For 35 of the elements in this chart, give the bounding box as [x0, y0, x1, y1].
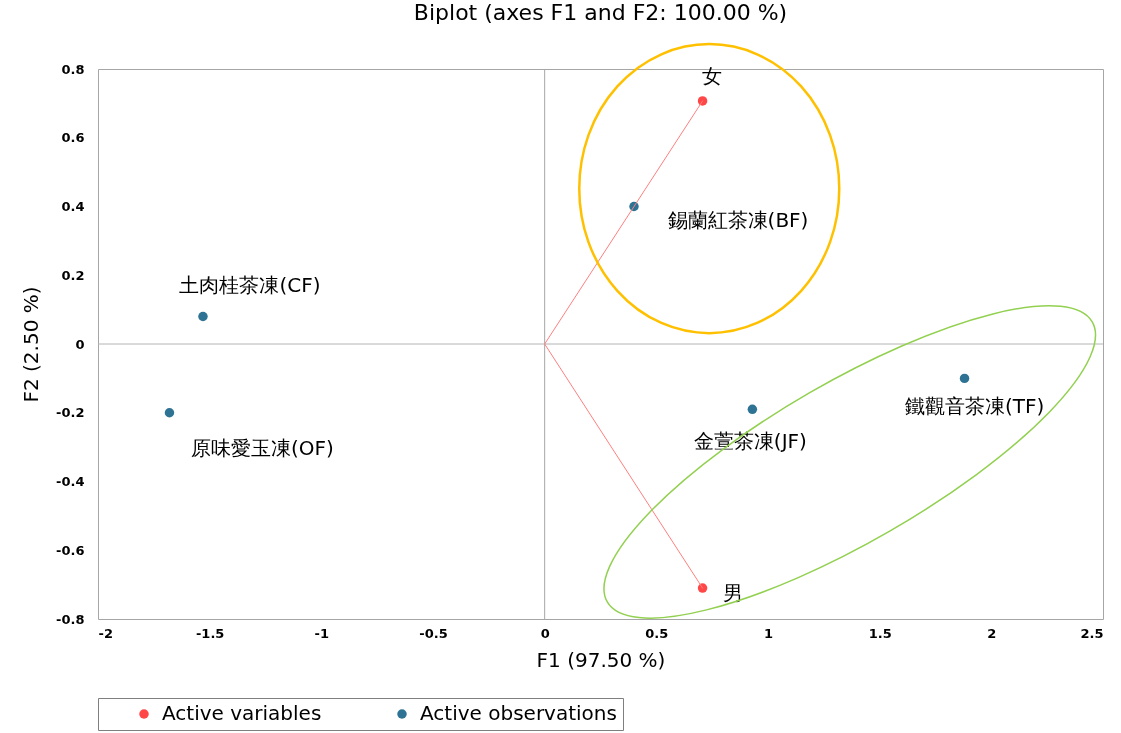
y-tick-label: 0	[75, 336, 85, 352]
y-tick-label: 0.8	[61, 61, 85, 77]
point	[747, 404, 758, 415]
chart-title: Biplot (axes F1 and F2: 100.00 %)	[413, 0, 788, 25]
point	[959, 373, 970, 384]
y-tick-label: -0.2	[56, 405, 85, 421]
annotation: 錫蘭紅茶凍(BF)	[667, 207, 809, 232]
x-axis-title: F1 (97.50 %)	[536, 647, 666, 672]
y-tick-label: 0.4	[61, 199, 85, 214]
annotation: 金萱茶凍(JF)	[693, 429, 807, 454]
legend-label: Active observations	[420, 701, 617, 725]
annotation: 土肉桂茶凍(CF)	[179, 272, 321, 297]
legend-label: Active variables	[162, 701, 322, 725]
x-tick-label: -2	[98, 625, 113, 641]
y-tick-label: 0.6	[61, 130, 85, 146]
y-tick-label: -0.8	[56, 611, 85, 627]
y-tick-label: 0.2	[61, 267, 85, 283]
y-tick-label: -0.4	[56, 474, 85, 489]
point	[164, 408, 175, 418]
x-tick-label: -1.5	[195, 625, 225, 641]
annotation: 原味愛玉凍(OF)	[191, 435, 334, 460]
annotation: 男	[722, 581, 743, 606]
annotation: 鐵觀音茶凍(TF)	[904, 394, 1045, 419]
x-tick-label: 1	[763, 625, 774, 641]
x-tick-label: 0	[540, 625, 550, 641]
y-tick-label: -0.6	[56, 542, 85, 558]
y-axis-title: F2 (2.50 %)	[19, 286, 44, 403]
annotation: 女	[701, 63, 722, 88]
x-tick-label: -1	[314, 625, 330, 641]
x-tick-label: 0.5	[645, 625, 669, 641]
x-tick-label: -0.5	[419, 625, 448, 641]
x-tick-label: 2	[987, 625, 997, 641]
x-tick-label: 1.5	[868, 625, 892, 641]
x-tick-label: 2.5	[1080, 625, 1104, 641]
point	[198, 311, 208, 322]
